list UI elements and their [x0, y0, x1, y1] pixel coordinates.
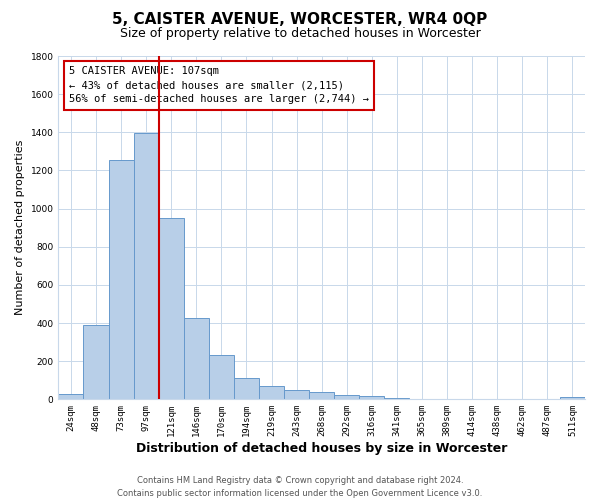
Text: Size of property relative to detached houses in Worcester: Size of property relative to detached ho… — [119, 28, 481, 40]
Bar — [560, 398, 585, 400]
Text: 5 CAISTER AVENUE: 107sqm
← 43% of detached houses are smaller (2,115)
56% of sem: 5 CAISTER AVENUE: 107sqm ← 43% of detach… — [69, 66, 369, 104]
Bar — [234, 378, 259, 400]
Text: 5, CAISTER AVENUE, WORCESTER, WR4 0QP: 5, CAISTER AVENUE, WORCESTER, WR4 0QP — [112, 12, 488, 28]
Y-axis label: Number of detached properties: Number of detached properties — [15, 140, 25, 316]
Bar — [284, 390, 309, 400]
Bar — [83, 325, 109, 400]
X-axis label: Distribution of detached houses by size in Worcester: Distribution of detached houses by size … — [136, 442, 508, 455]
Bar — [334, 394, 359, 400]
Bar — [385, 398, 409, 400]
Bar — [109, 160, 134, 400]
Bar — [184, 318, 209, 400]
Bar — [359, 396, 385, 400]
Text: Contains HM Land Registry data © Crown copyright and database right 2024.
Contai: Contains HM Land Registry data © Crown c… — [118, 476, 482, 498]
Bar — [209, 354, 234, 400]
Bar — [58, 394, 83, 400]
Bar — [259, 386, 284, 400]
Bar — [309, 392, 334, 400]
Bar — [159, 218, 184, 400]
Bar — [134, 133, 159, 400]
